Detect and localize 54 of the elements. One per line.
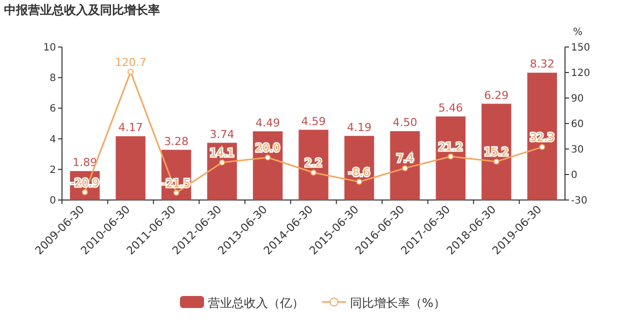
point xyxy=(356,178,362,185)
data-label: 7.4 xyxy=(396,152,414,166)
data-label: 4.49 xyxy=(256,116,280,130)
data-label: 120.7 xyxy=(114,56,146,69)
y2-tick-label: 120 xyxy=(571,68,590,79)
bar xyxy=(344,136,374,200)
point xyxy=(82,189,88,196)
y2-axis-title: % xyxy=(573,27,583,38)
data-label: 3.28 xyxy=(164,134,189,148)
y2-tick-label: 60 xyxy=(571,119,584,130)
point xyxy=(310,170,316,176)
data-label: 15.2 xyxy=(484,146,509,159)
chart-title: 中报营业总收入及同比增长率 xyxy=(4,3,160,17)
point xyxy=(539,144,546,150)
point xyxy=(128,68,134,75)
point xyxy=(219,160,226,166)
data-label: 4.50 xyxy=(392,116,418,130)
data-label: 2.2 xyxy=(304,156,322,170)
bar xyxy=(482,104,512,200)
y-tick-label: 4 xyxy=(50,134,56,146)
point xyxy=(402,165,408,172)
bar xyxy=(436,116,466,200)
bar xyxy=(298,130,328,200)
data-label: 4.19 xyxy=(346,120,372,134)
data-label: 4.17 xyxy=(118,121,143,134)
point xyxy=(493,158,500,165)
data-label: 6.29 xyxy=(484,88,509,102)
y2-tick-label: -30 xyxy=(571,196,588,206)
data-label: 32.3 xyxy=(530,131,554,144)
y2-tick-label: 30 xyxy=(571,144,584,156)
data-label: 8.32 xyxy=(530,58,554,71)
y2-tick-label: 0 xyxy=(571,170,578,181)
point xyxy=(264,154,271,160)
data-label: 14.1 xyxy=(210,146,234,160)
y-tick-label: 0 xyxy=(50,196,56,206)
bar xyxy=(116,136,146,200)
data-label: 5.46 xyxy=(438,101,463,114)
bar xyxy=(527,72,557,200)
data-label: 20.0 xyxy=(256,142,280,154)
y-tick-label: 8 xyxy=(50,73,56,84)
y2-tick-label: 150 xyxy=(571,42,590,54)
y-tick-label: 2 xyxy=(50,164,56,176)
point xyxy=(173,190,180,196)
data-label: 3.74 xyxy=(210,128,234,141)
point xyxy=(448,153,454,160)
legend-label: 营业总收入（亿） xyxy=(208,296,304,310)
data-label: 4.59 xyxy=(301,114,326,128)
data-label: 21.2 xyxy=(438,140,463,154)
y-tick-label: 10 xyxy=(43,42,56,54)
data-label: -8.6 xyxy=(348,166,370,179)
y-tick-label: 6 xyxy=(50,104,56,115)
legend-label: 同比增长率（%） xyxy=(350,296,446,310)
y2-tick-label: 90 xyxy=(571,94,584,104)
bar xyxy=(390,131,420,200)
